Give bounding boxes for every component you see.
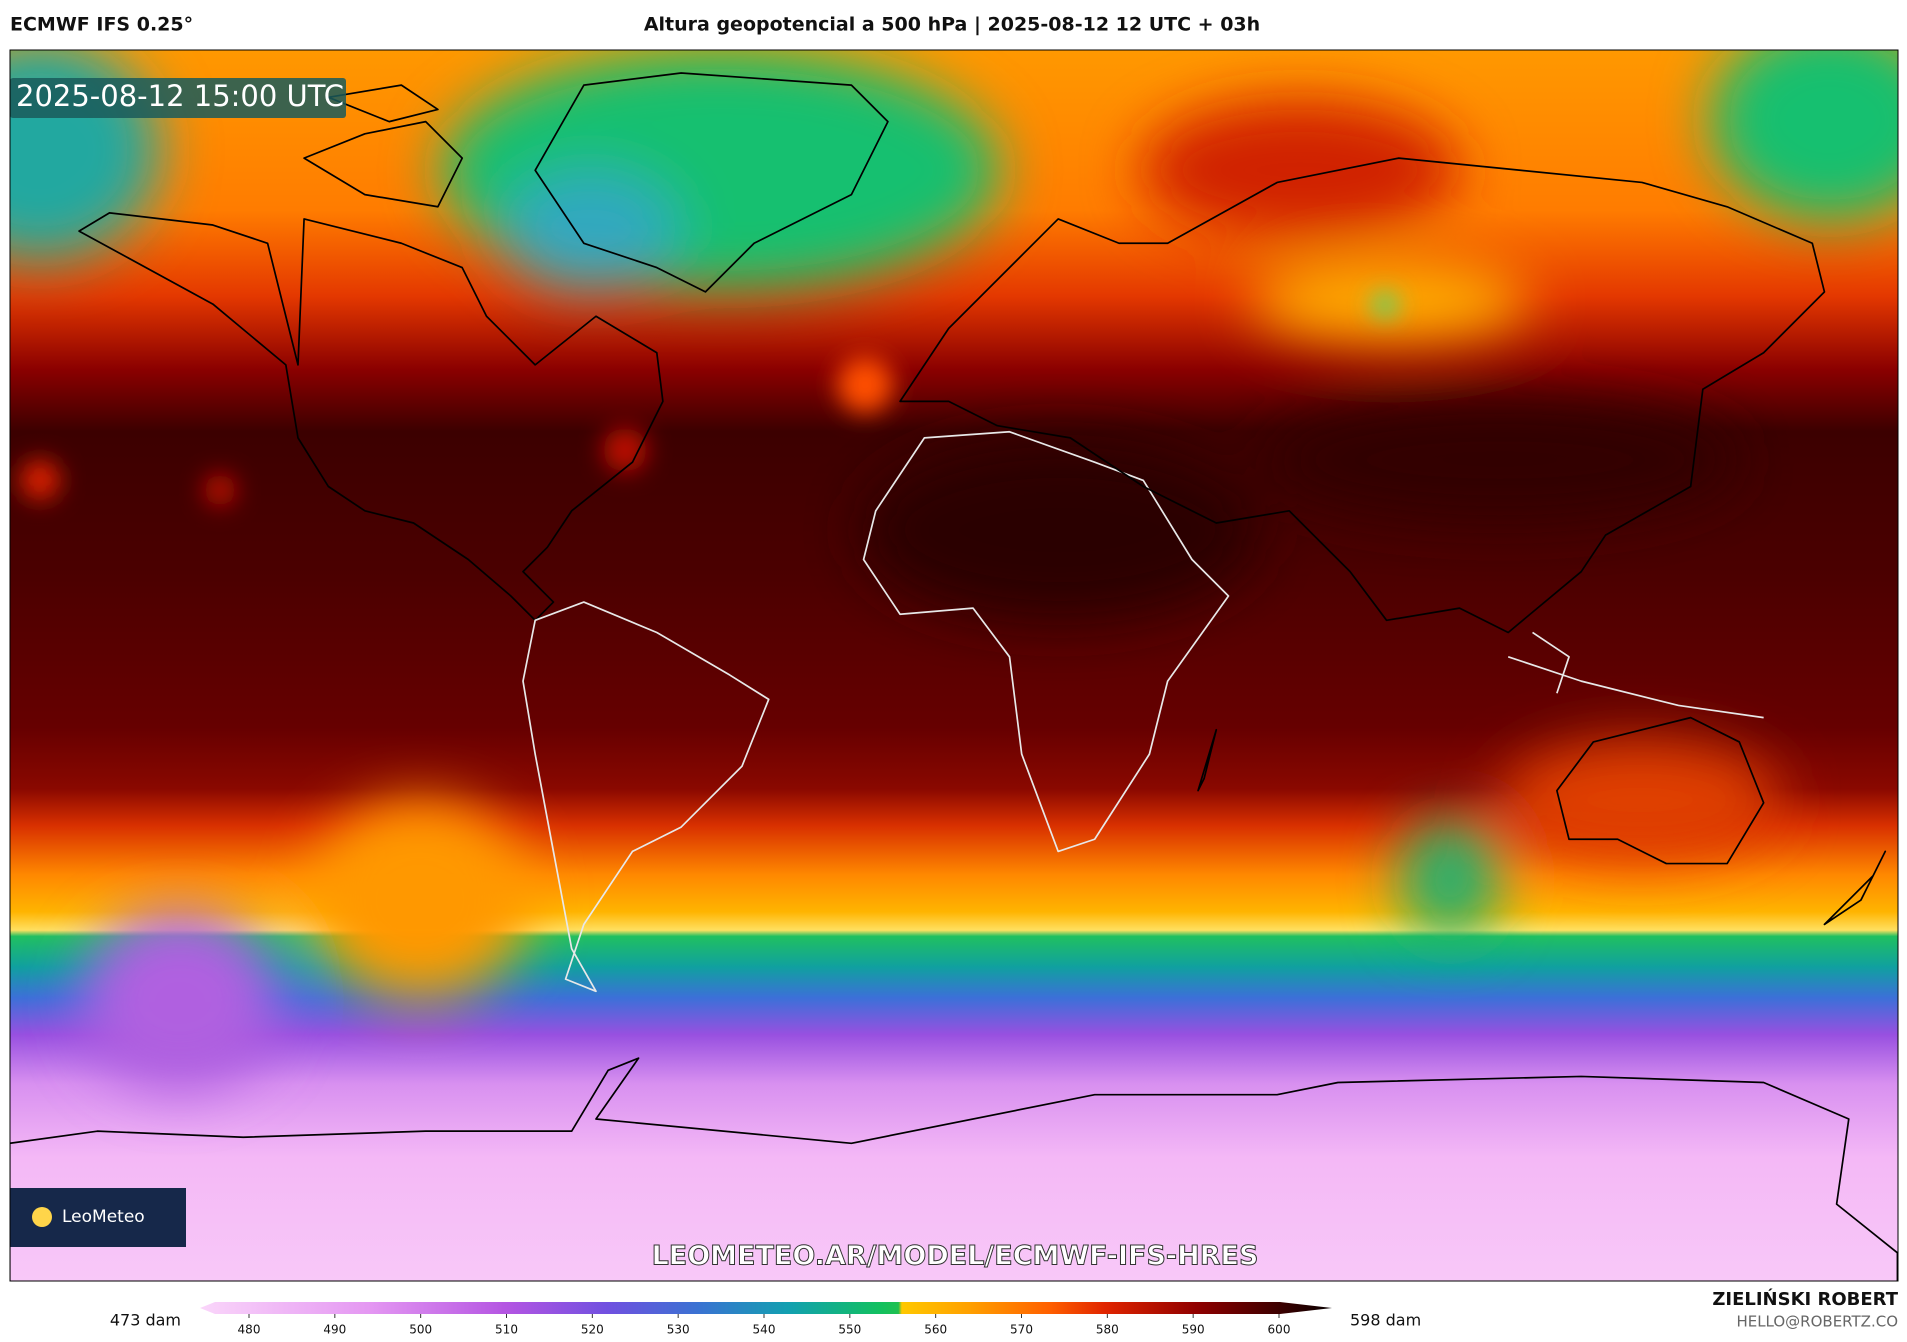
tick-label: 530	[667, 1323, 690, 1337]
tick-label: 580	[1096, 1323, 1119, 1337]
tick-label: 520	[581, 1323, 604, 1337]
colorbar-min: 473 dam	[110, 1311, 181, 1330]
field-spots	[20, 293, 1397, 506]
tick-label: 510	[495, 1323, 518, 1337]
tick-label: 540	[753, 1323, 776, 1337]
field-blobs	[10, 50, 1898, 1090]
logo-sun	[32, 1207, 52, 1227]
email: HELLO@ROBERTZ.CO	[1736, 1313, 1898, 1331]
tick-label: 590	[1182, 1323, 1205, 1337]
watermark: LEOMETEO.AR/MODEL/ECMWF-IFS-HRES	[652, 1241, 1259, 1272]
author: ZIELIŃSKI ROBERT	[1712, 1288, 1898, 1310]
tick-label: 490	[323, 1323, 346, 1337]
tick-label: 570	[1010, 1323, 1033, 1337]
colorbar-max: 598 dam	[1350, 1311, 1421, 1330]
timestamp: 2025-08-12 15:00 UTC	[16, 79, 344, 113]
tick-label: 600	[1268, 1323, 1291, 1337]
map-title: Altura geopotencial a 500 hPa | 2025-08-…	[644, 14, 1260, 36]
colorbar	[200, 1302, 1332, 1314]
map: 2025-08-12 15:00 UTC LeoMeteo LEOMETEO.A…	[10, 50, 1898, 1281]
logo: LeoMeteo	[62, 1207, 145, 1227]
coastlines	[10, 72, 1898, 1281]
colorbar-ticks: 480 490 500 510 520 530 540 550 560 570 580 590 600	[238, 1314, 1291, 1337]
tick-label: 550	[838, 1323, 861, 1337]
map-frame	[9, 49, 1899, 1282]
tick-label: 480	[238, 1323, 261, 1337]
model-label: ECMWF IFS 0.25°	[10, 14, 193, 36]
tick-label: 500	[409, 1323, 432, 1337]
tick-label: 560	[924, 1323, 947, 1337]
timestamp-box	[10, 78, 346, 118]
